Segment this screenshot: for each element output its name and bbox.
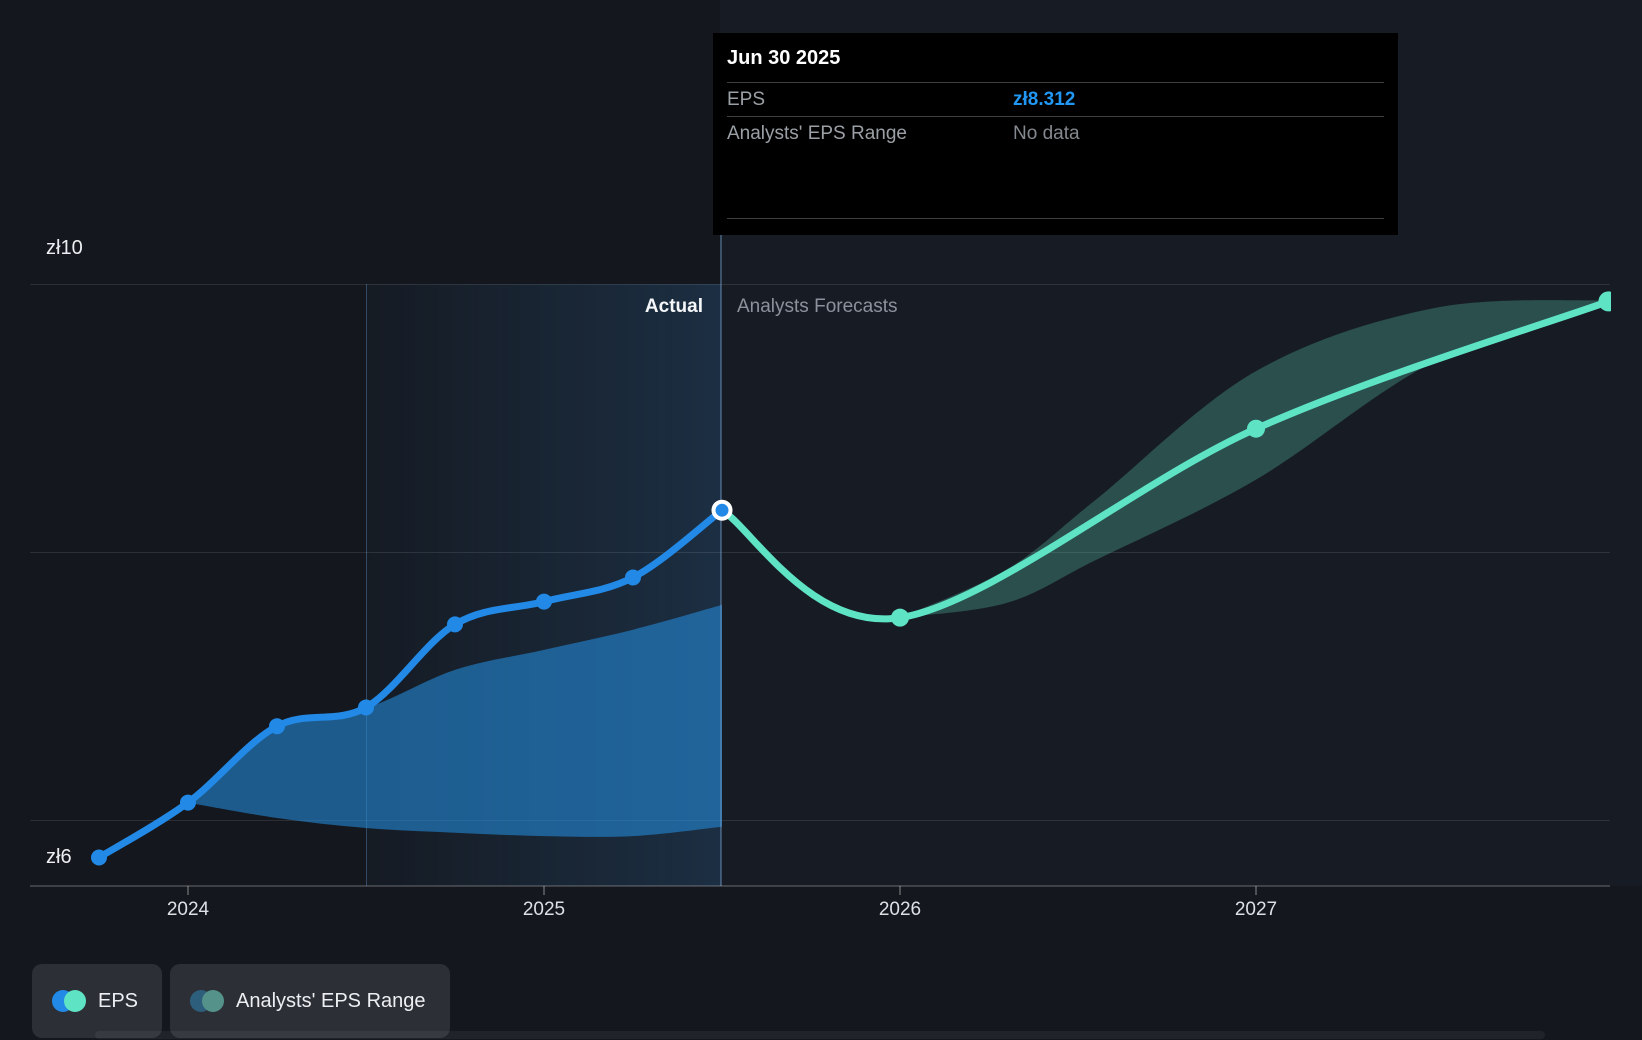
analysts-range-area-forecast [900, 300, 1609, 618]
actual-section-label: Actual [644, 296, 703, 317]
eps-data-point[interactable] [269, 718, 285, 735]
tooltip-spacer [727, 150, 1384, 219]
legend-range-label: Analysts' EPS Range [236, 989, 426, 1012]
current-eps-point[interactable] [711, 499, 733, 521]
x-axis-label-2024: 2024 [166, 899, 210, 920]
range-teal-dot-icon [202, 990, 225, 1012]
legend-item-analysts-eps-range[interactable]: Analysts' EPS Range [170, 964, 450, 1038]
eps-data-point[interactable] [536, 593, 552, 610]
timeline-scrollbar[interactable] [95, 1031, 1545, 1039]
eps-line [95, 506, 726, 862]
eps-teal-dot-icon [64, 990, 86, 1012]
range-legend-dots-icon [190, 990, 225, 1012]
tooltip-eps-label: EPS [727, 88, 766, 110]
eps-data-point[interactable] [180, 794, 196, 811]
eps-data-point[interactable] [358, 699, 374, 716]
legend-eps-label: EPS [98, 989, 139, 1012]
eps-data-point[interactable] [447, 616, 463, 633]
eps-legend-dots-icon [52, 990, 86, 1012]
analysts-range-area-past [188, 604, 722, 837]
forecast-data-point[interactable] [1247, 419, 1265, 438]
forecast-data-point[interactable] [891, 608, 909, 627]
x-axis-label-2025: 2025 [522, 899, 566, 920]
y-axis-label-bottom: zł6 [46, 846, 72, 868]
y-axis-label-top: zł10 [46, 237, 83, 259]
x-axis-label-2026: 2026 [878, 899, 922, 920]
tooltip-range-label: Analysts' EPS Range [727, 122, 907, 144]
chart-tooltip: Jun 30 2025 EPS zł8.312 Analysts' EPS Ra… [713, 33, 1398, 235]
forecast-data-point[interactable] [1598, 291, 1618, 312]
chart-legend: EPS Analysts' EPS Range [32, 964, 450, 1038]
legend-item-eps[interactable]: EPS [32, 964, 163, 1038]
tooltip-eps-value: zł8.312 [1013, 88, 1076, 110]
eps-data-point[interactable] [625, 569, 641, 586]
eps-data-point[interactable] [91, 849, 107, 866]
tooltip-row-range: Analysts' EPS Range No data [727, 117, 1384, 150]
tooltip-row-eps: EPS zł8.312 [727, 83, 1384, 117]
tooltip-date: Jun 30 2025 [727, 33, 1384, 83]
tooltip-range-value: No data [1013, 122, 1080, 144]
x-axis-label-2027: 2027 [1234, 899, 1278, 920]
forecast-line [718, 297, 1611, 623]
forecasts-section-label: Analysts Forecasts [737, 296, 898, 317]
